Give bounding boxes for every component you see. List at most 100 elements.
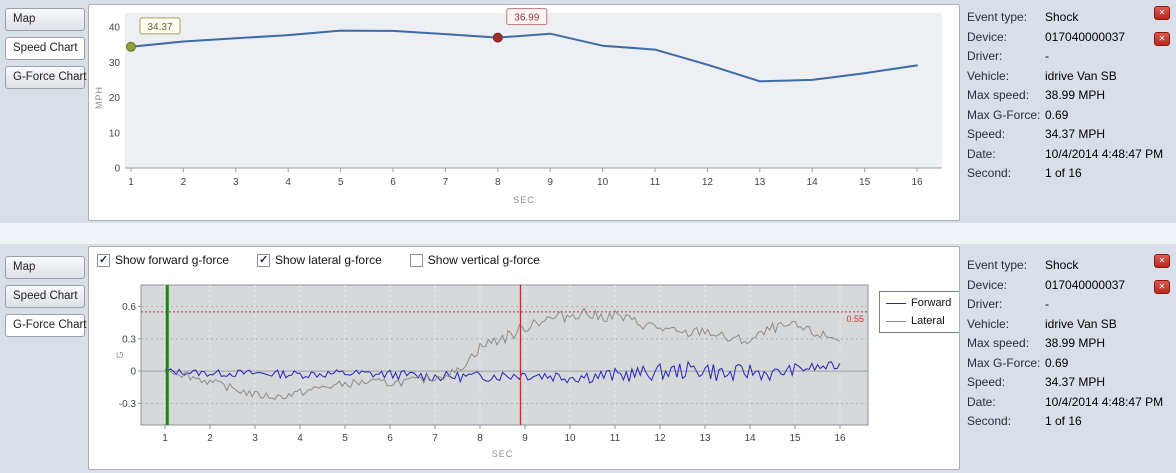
data-point-marker[interactable] xyxy=(492,32,503,43)
event-info-label: Driver: xyxy=(967,297,1003,311)
event-info-value: 10/4/2014 4:48:47 PM xyxy=(1045,146,1164,161)
event-info-value: Shock xyxy=(1045,258,1079,272)
event-info-label: Max G-Force: xyxy=(967,107,1041,122)
x-tick-label: 11 xyxy=(650,177,661,188)
x-axis-label: SEC xyxy=(492,449,514,459)
event-info-label: Vehicle: xyxy=(967,68,1010,83)
event-info-row: Driver: - xyxy=(967,47,1167,67)
series-lateral xyxy=(164,307,841,401)
x-tick-label: 3 xyxy=(233,177,239,188)
x-tick-label: 10 xyxy=(564,433,576,444)
x-tick-label: 14 xyxy=(744,433,756,444)
checkbox-show-vertical-g-force[interactable]: Show vertical g-force xyxy=(409,253,540,267)
x-tick-label: 4 xyxy=(285,177,291,188)
threshold-label: 0.55 xyxy=(846,314,864,324)
event-info-row: Driver: - xyxy=(967,295,1167,315)
y-axis-label: G xyxy=(115,351,125,358)
checkbox-show-lateral-g-force[interactable]: ✓ Show lateral g-force xyxy=(257,253,382,267)
x-tick-label: 8 xyxy=(495,177,501,188)
y-tick-label: 20 xyxy=(109,93,121,104)
event-info-value: 1 of 16 xyxy=(1045,414,1082,428)
x-tick-label: 4 xyxy=(297,433,303,444)
tab-map[interactable]: Map xyxy=(5,256,85,279)
event-info-value: - xyxy=(1045,49,1049,63)
gforce-chart: 1 2 3 4 5 6 7 8 9 10 11 12 13 14 15 16-0.300.30.60.55SE… xyxy=(115,284,869,459)
event-info-value: idrive Van SB xyxy=(1045,68,1117,83)
event-info-value: 017040000037 xyxy=(1045,277,1126,292)
event-info-row: Device: 017040000037 xyxy=(967,28,1167,48)
x-tick-label: 13 xyxy=(699,433,711,444)
checkbox-box[interactable] xyxy=(409,253,423,267)
tab-g-force-chart[interactable]: G-Force Chart xyxy=(5,66,87,89)
x-tick-label: 7 xyxy=(443,177,449,188)
x-tick-label: 1 xyxy=(162,433,168,444)
tab-speed-chart[interactable]: Speed Chart xyxy=(5,37,85,60)
panel-remove-button[interactable]: ✕ xyxy=(1154,280,1170,294)
event-info-label: Vehicle: xyxy=(967,316,1010,331)
checkbox-box[interactable]: ✓ xyxy=(97,253,110,267)
tab-g-force-chart[interactable]: G-Force Chart xyxy=(5,314,87,337)
event-info-label: Event type: xyxy=(967,258,1028,272)
checkbox-box[interactable]: ✓ xyxy=(257,253,271,267)
event-info-panel-top: Event type: Shock Device: 017040000037 Drive… xyxy=(967,8,1167,184)
x-tick-label: 8 xyxy=(477,433,483,444)
tab-map[interactable]: Map xyxy=(5,8,85,31)
gforce-chart-card: ✓ Show forward g-force ✓ Show lateral g-for… xyxy=(88,246,960,470)
event-info-label: Speed: xyxy=(967,127,1006,141)
event-info-row: Speed: 34.37 MPH xyxy=(967,373,1167,393)
marker-label: 34.37 xyxy=(147,22,172,33)
panel-close-button[interactable]: ✕ xyxy=(1154,254,1170,268)
event-info-value: 10/4/2014 4:48:47 PM xyxy=(1045,394,1164,409)
panel-divider xyxy=(0,223,1176,244)
x-tick-label: 15 xyxy=(789,433,801,444)
event-info-row: Vehicle: idrive Van SB xyxy=(967,315,1167,335)
event-info-value: 38.99 MPH xyxy=(1045,88,1106,102)
event-info-row: Max G-Force: 0.69 xyxy=(967,354,1167,374)
x-tick-label: 11 xyxy=(610,433,621,444)
x-tick-label: 12 xyxy=(654,433,666,444)
legend-label: Lateral xyxy=(911,315,945,327)
event-info-row: Speed: 34.37 MPH xyxy=(967,125,1167,145)
event-info-label: Date: xyxy=(967,146,996,161)
event-info-label: Second: xyxy=(967,166,1012,180)
y-tick-label: 0.3 xyxy=(122,334,136,345)
event-info-row: Second: 1 of 16 xyxy=(967,412,1167,432)
event-info-row: Max G-Force: 0.69 xyxy=(967,106,1167,126)
event-info-row: Date: 10/4/2014 4:48:47 PM xyxy=(967,145,1167,165)
event-info-value: 38.99 MPH xyxy=(1045,336,1106,350)
event-info-value: - xyxy=(1045,297,1049,311)
x-tick-label: 9 xyxy=(522,433,528,444)
checkbox-show-forward-g-force[interactable]: ✓ Show forward g-force xyxy=(97,253,229,267)
event-info-row: Vehicle: idrive Van SB xyxy=(967,67,1167,87)
event-info-label: Driver: xyxy=(967,49,1003,63)
top-tab-list: Map Speed Chart G-Force Chart xyxy=(5,8,87,89)
x-tick-label: 2 xyxy=(207,433,213,444)
x-tick-label: 1 xyxy=(128,177,134,188)
event-info-panel-bottom: Event type: Shock Device: 017040000037 Drive… xyxy=(967,256,1167,432)
event-info-value: 34.37 MPH xyxy=(1045,375,1106,389)
x-tick-label: 7 xyxy=(432,433,438,444)
speed-plot-area xyxy=(125,13,942,168)
x-tick-label: 6 xyxy=(387,433,393,444)
tab-speed-chart[interactable]: Speed Chart xyxy=(5,285,85,308)
x-axis-label: SEC xyxy=(513,195,535,205)
y-tick-label: 0 xyxy=(114,164,120,175)
panel-close-button[interactable]: ✕ xyxy=(1154,6,1170,20)
event-info-label: Date: xyxy=(967,394,996,409)
legend-item-forward: Forward xyxy=(886,297,959,309)
event-info-value: idrive Van SB xyxy=(1045,316,1117,331)
y-tick-label: -0.3 xyxy=(119,399,137,410)
y-tick-label: 40 xyxy=(109,23,121,34)
x-tick-label: 9 xyxy=(547,177,553,188)
panel-remove-button[interactable]: ✕ xyxy=(1154,32,1170,46)
event-info-row: Event type: Shock xyxy=(967,256,1167,276)
event-info-label: Max speed: xyxy=(967,88,1030,102)
event-info-row: Date: 10/4/2014 4:48:47 PM xyxy=(967,393,1167,413)
event-info-row: Event type: Shock xyxy=(967,8,1167,28)
speed-line xyxy=(130,29,918,83)
data-point-marker[interactable] xyxy=(126,41,136,52)
checkbox-label: Show lateral g-force xyxy=(275,253,382,267)
event-info-label: Event type: xyxy=(967,10,1028,24)
x-tick-label: 6 xyxy=(390,177,396,188)
event-info-row: Second: 1 of 16 xyxy=(967,164,1167,184)
